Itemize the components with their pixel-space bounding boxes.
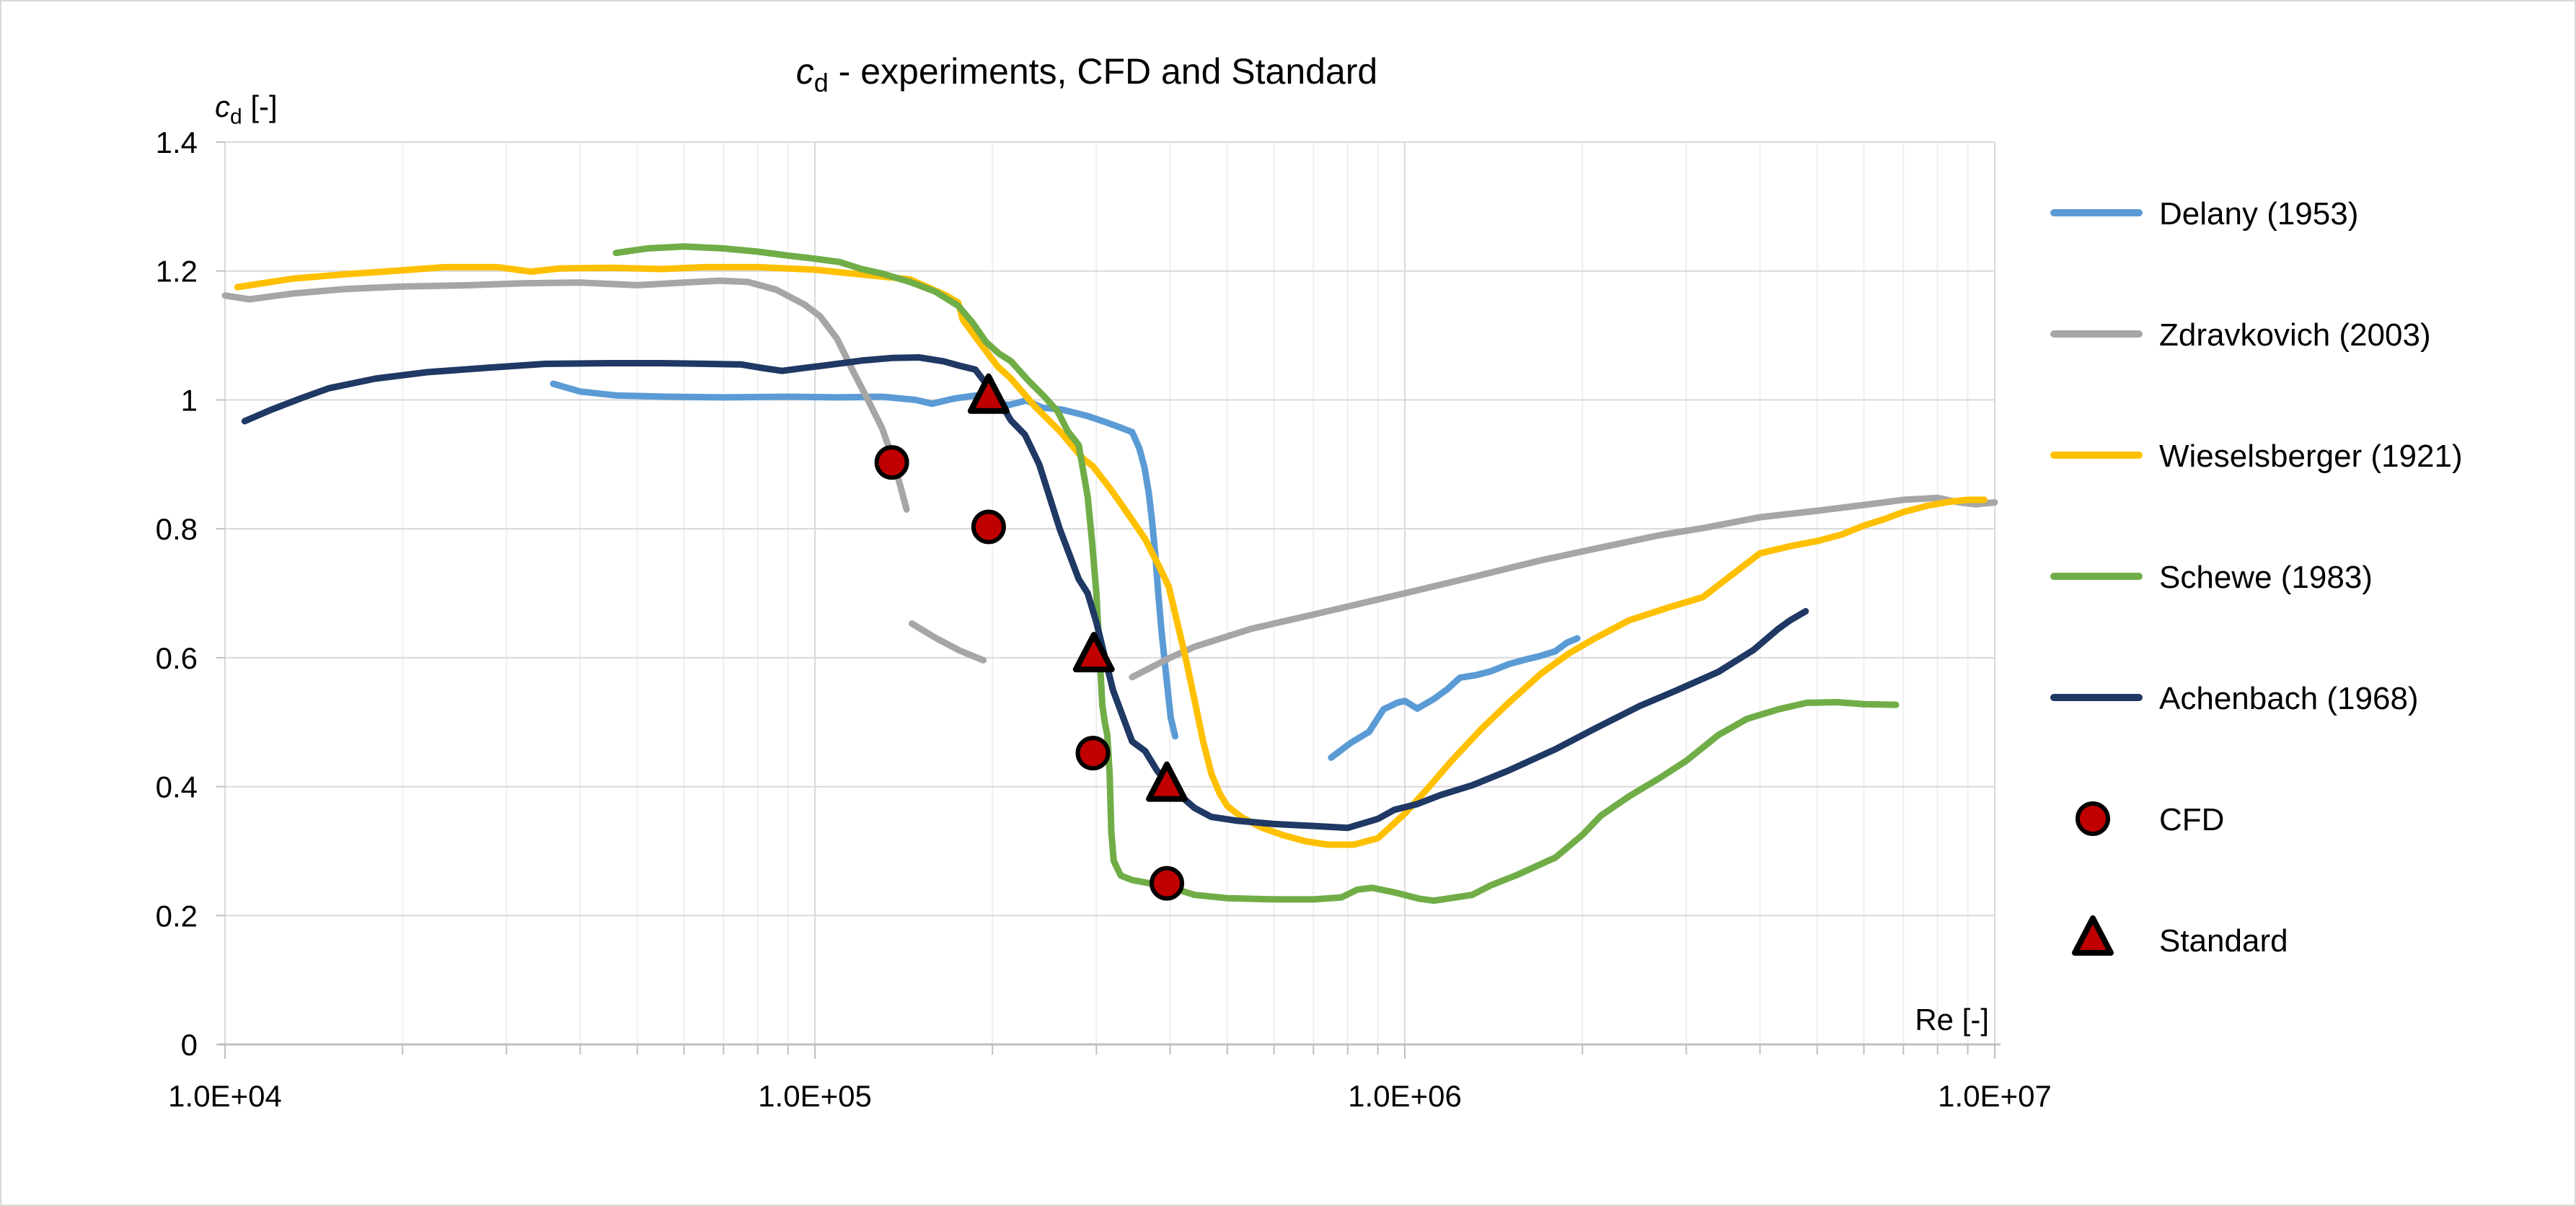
x-tick-label: 1.0E+06 (1348, 1079, 1462, 1113)
series-line-schewe-1983 (612, 243, 1900, 904)
x-tick-label: 1.0E+07 (1938, 1079, 2052, 1113)
x-axis-title: Re [-] (1915, 1003, 1989, 1036)
series-point-cfd (1075, 736, 1111, 771)
y-title-rest: [-] (242, 89, 278, 123)
series-point-cfd (1150, 866, 1185, 901)
series-line-zdravkovich-2003 (1129, 494, 1998, 681)
series-line-delany-1953 (1328, 635, 1581, 761)
series-line-delany-1953 (550, 380, 1178, 740)
series-line-achenbach-1968 (241, 354, 1809, 832)
y-tick-label: 1 (181, 383, 198, 417)
series-line-zdravkovich-2003 (908, 620, 987, 664)
y-tick-label: 0 (181, 1028, 198, 1062)
legend-label-standard: Standard (2159, 923, 2288, 959)
legend-label-cfd: CFD (2159, 802, 2224, 837)
chart-title: cd - experiments, CFD and Standard (796, 50, 1377, 98)
legend-swatch-cfd (2076, 801, 2110, 836)
legend-label-achenbach-1968: Achenbach (1968) (2159, 681, 2419, 716)
title-subscript: d (813, 68, 829, 97)
legend-swatch-standard (2072, 915, 2114, 956)
y-title-subscript: d (230, 105, 242, 129)
legend-label-delany-1953: Delany (1953) (2159, 196, 2358, 232)
legend-label-zdravkovich-2003: Zdravkovich (2003) (2159, 317, 2431, 353)
y-tick-label: 0.8 (156, 512, 198, 546)
series-line-wieselsberger-1921 (234, 263, 1988, 848)
y-title-symbol: c (215, 89, 230, 123)
series-point-standard (1072, 632, 1115, 673)
y-tick-label: 0.2 (156, 899, 198, 933)
series-point-cfd (971, 509, 1006, 545)
series-line-zdravkovich-2003 (221, 277, 910, 513)
y-axis-title: cd [-] (215, 89, 278, 129)
title-rest: - experiments, CFD and Standard (828, 51, 1378, 92)
series-point-cfd (874, 445, 909, 480)
x-tick-label: 1.0E+05 (758, 1079, 872, 1113)
y-tick-label: 1.4 (156, 126, 198, 159)
y-tick-label: 0.4 (156, 770, 198, 804)
legend-label-schewe-1983: Schewe (1983) (2159, 560, 2373, 595)
x-tick-label: 1.0E+04 (168, 1079, 282, 1113)
title-symbol: c (795, 51, 814, 92)
series-point-standard (967, 373, 1010, 414)
y-tick-label: 1.2 (156, 255, 198, 289)
series-point-standard (1146, 761, 1188, 802)
legend-label-wieselsberger-1921: Wieselsberger (1921) (2159, 439, 2463, 474)
y-tick-label: 0.6 (156, 641, 198, 675)
